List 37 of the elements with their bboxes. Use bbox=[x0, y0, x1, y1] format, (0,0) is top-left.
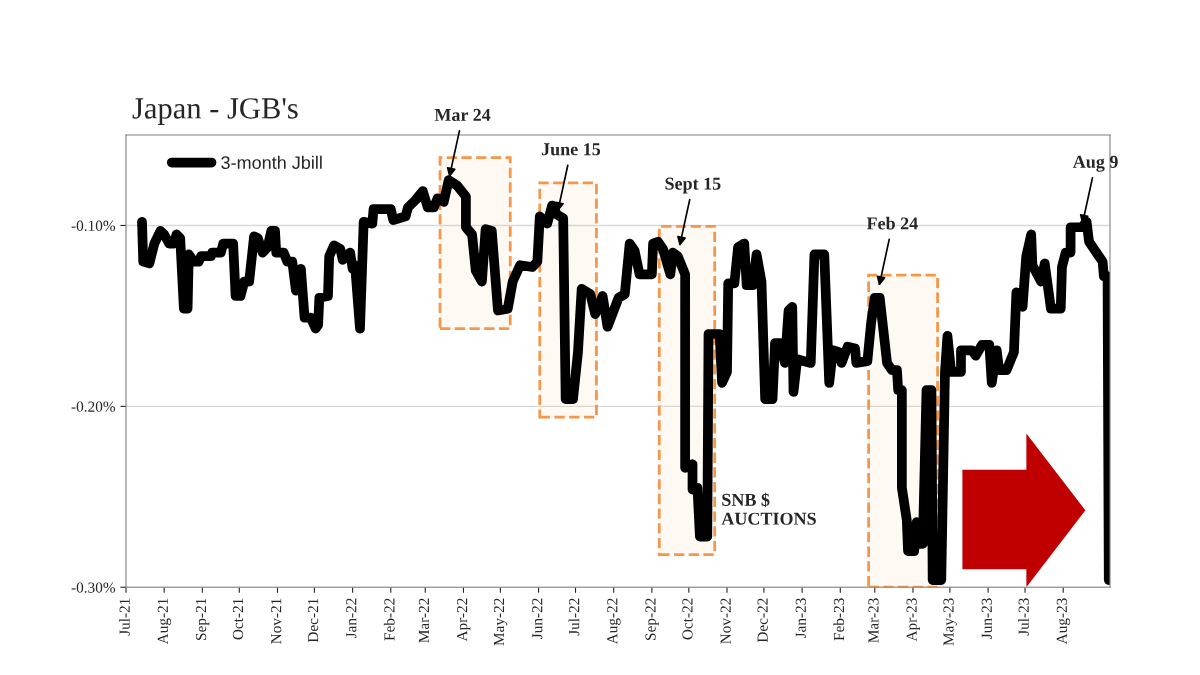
x-tick-label: Sep-22 bbox=[645, 598, 659, 640]
x-tick-label: Jan-22 bbox=[346, 598, 357, 639]
annotation: Aug 9 bbox=[1072, 155, 1118, 172]
x-tick-label: Aug-23 bbox=[1056, 598, 1071, 645]
x-tick-label: Sep-21 bbox=[195, 598, 210, 640]
y-tick-label: -0.30% bbox=[71, 582, 116, 593]
x-tick-label: Apr-22 bbox=[457, 598, 471, 642]
x-tick-label: Jul-22 bbox=[568, 598, 580, 636]
annotation: Mar 24 bbox=[434, 108, 491, 121]
x-tick-label: Jul-23 bbox=[1018, 598, 1029, 636]
y-tick-label: -0.10% bbox=[71, 220, 116, 231]
x-tick-label: May-23 bbox=[943, 598, 957, 646]
chart-title: Japan - JGB's bbox=[132, 98, 298, 125]
x-tick-label: Feb-23 bbox=[833, 598, 845, 641]
x-tick-label: Mar-22 bbox=[418, 598, 430, 643]
legend-label: 3-month Jbill bbox=[221, 155, 322, 170]
x-tick-label: Oct-22 bbox=[682, 598, 693, 640]
annotation: June 15 bbox=[541, 143, 601, 156]
x-tick-label: Jul-21 bbox=[119, 598, 130, 636]
x-tick-label: Mar-23 bbox=[868, 598, 879, 643]
x-tick-label: Aug-21 bbox=[157, 598, 172, 645]
x-tick-label: Nov-21 bbox=[271, 598, 282, 644]
x-tick-label: Apr-23 bbox=[906, 598, 920, 642]
x-tick-label: Nov-22 bbox=[720, 598, 731, 644]
annotation: Feb 24 bbox=[866, 216, 918, 230]
x-tick-label: Jan-23 bbox=[795, 598, 806, 639]
y-tick-label: -0.20% bbox=[71, 401, 116, 412]
annotation: Sept 15 bbox=[665, 177, 721, 194]
x-tick-label: Dec-22 bbox=[757, 598, 768, 643]
x-tick-label: Oct-21 bbox=[232, 598, 244, 640]
annotation: SNB $ AUCTIONS bbox=[721, 492, 816, 525]
x-tick-label: Feb-22 bbox=[383, 598, 395, 641]
x-tick-label: Jun-23 bbox=[981, 598, 992, 639]
x-tick-label: May-22 bbox=[493, 598, 508, 646]
x-tick-label: Jun-22 bbox=[532, 598, 543, 639]
x-tick-label: Aug-22 bbox=[607, 598, 621, 645]
x-tick-label: Dec-21 bbox=[307, 598, 319, 643]
